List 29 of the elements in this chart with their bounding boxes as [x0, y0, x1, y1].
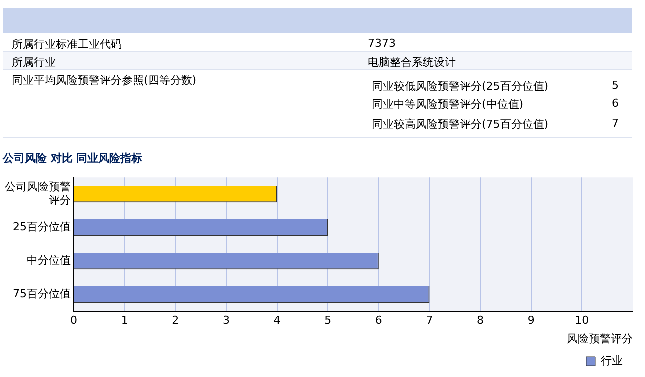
x-tick-label: 0: [70, 314, 78, 328]
y-tick-label: 公司风险预警评分: [5, 180, 71, 207]
text: 7373: [368, 37, 396, 50]
x-tick-label: 5: [324, 314, 332, 328]
text: 所属行业标准工业代码: [12, 37, 122, 52]
x-tick-label: 10: [575, 314, 590, 328]
text: 电脑整合系统设计: [368, 55, 456, 70]
text: 5: [612, 79, 619, 92]
text: 6: [612, 97, 619, 110]
x-tick-label: 7: [426, 314, 434, 328]
x-tick-label: 3: [222, 314, 230, 328]
x-tick-label: 6: [375, 314, 382, 328]
x-tick-label: 9: [528, 314, 535, 328]
x-tick-label: 2: [172, 314, 180, 328]
text: 所属行业: [12, 55, 56, 70]
text: 同业较低风险预警评分(25百分位值): [372, 79, 549, 94]
text: 7: [612, 117, 619, 130]
x-axis-title: 风险预警评分: [567, 332, 633, 346]
x-tick-label: 8: [477, 314, 484, 328]
text: 同业较高风险预警评分(75百分位值): [372, 117, 549, 132]
text: 同业平均风险预警评分参照(四等分数): [12, 73, 197, 88]
legend-label: 行业: [601, 354, 623, 368]
y-tick-label: 中分位值: [27, 254, 71, 268]
x-tick-label: 4: [274, 314, 281, 328]
y-tick-label: 25百分位值: [13, 220, 71, 234]
chart-title: 公司风险 对比 同业风险指标: [3, 151, 143, 166]
x-tick-label: 1: [121, 314, 128, 328]
y-tick-label: 75百分位值: [13, 288, 71, 301]
text: 同业中等风险预警评分(中位值): [372, 97, 524, 112]
